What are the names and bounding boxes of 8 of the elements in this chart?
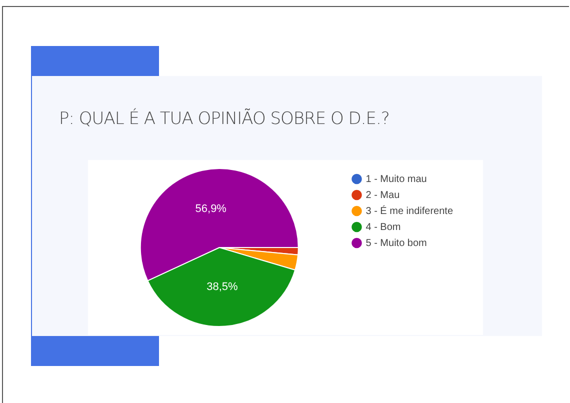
legend-label: 3 - É me indiferente xyxy=(366,204,454,217)
legend-label: 1 - Muito mau xyxy=(366,174,427,185)
legend-label: 2 - Mau xyxy=(366,190,400,201)
data-label: 56,9% xyxy=(195,202,227,215)
data-label: 38,5% xyxy=(206,280,238,293)
legend-label: 5 - Muito bom xyxy=(366,238,427,249)
chart-title: P: QUAL É A TUA OPINIÃO SOBRE O D.E.? xyxy=(59,109,390,129)
legend-label: 4 - Bom xyxy=(366,222,401,233)
